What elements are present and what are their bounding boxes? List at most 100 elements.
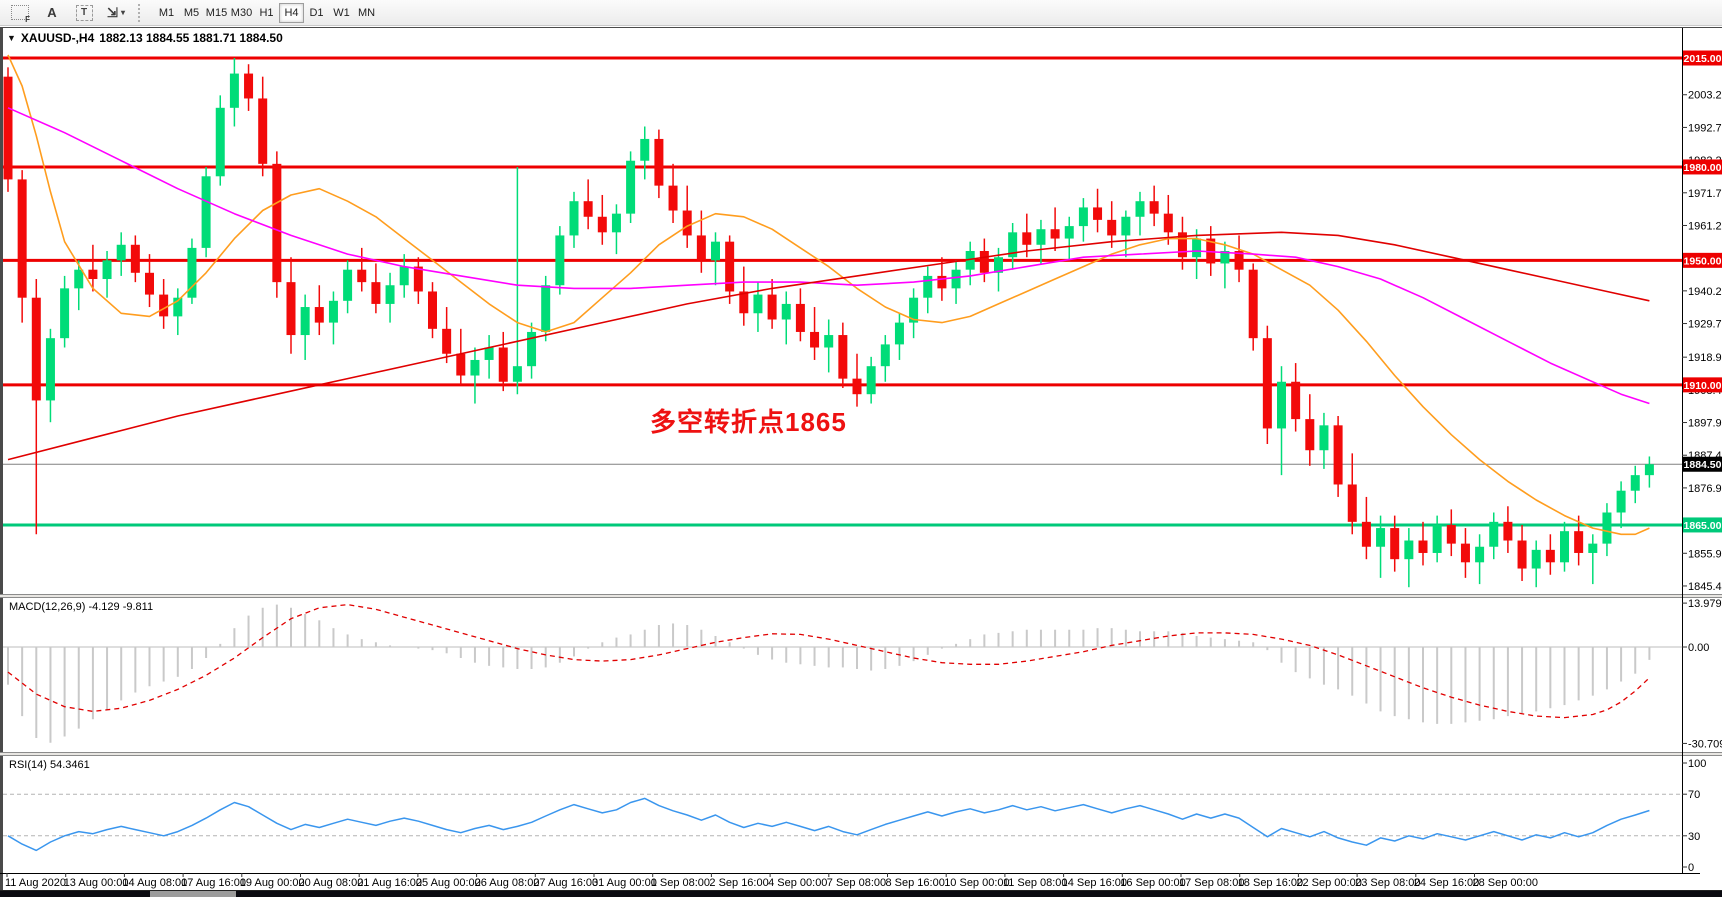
- time-tick-label: 22 Sep 00:00: [1296, 877, 1361, 889]
- candle-body: [1531, 549, 1541, 569]
- candle-body: [626, 160, 636, 214]
- rsi-tick-label: 0: [1688, 862, 1694, 874]
- candle-body: [258, 98, 268, 164]
- candle-body: [711, 241, 720, 261]
- price-badge-label: 1865.00: [1684, 520, 1722, 532]
- ohlc-values: 1882.13 1884.55 1881.71 1884.50: [99, 31, 283, 45]
- candle-body: [781, 303, 791, 320]
- candle-body: [1277, 381, 1286, 429]
- price-tick-label: 1929.70: [1688, 319, 1722, 331]
- candle-body: [569, 201, 579, 236]
- candle-body: [611, 213, 621, 233]
- price-tick-label: 1971.70: [1688, 188, 1722, 200]
- price-tick-label: 1961.20: [1688, 220, 1722, 232]
- candle-body: [498, 347, 508, 382]
- panel-separator[interactable]: [0, 752, 1722, 756]
- candle-body: [682, 210, 692, 236]
- candle-body: [244, 73, 254, 99]
- candle-body: [470, 359, 480, 376]
- price-tick-label: 1897.90: [1688, 418, 1722, 430]
- price-badge: [1683, 377, 1722, 393]
- candle-body: [1220, 251, 1230, 264]
- chevron-down-icon[interactable]: ▾: [120, 8, 125, 17]
- symbol-period-label: XAUUSD-,H4: [20, 31, 95, 45]
- candle-body: [343, 269, 353, 301]
- candle-body: [272, 163, 282, 283]
- candle-body: [1644, 464, 1654, 476]
- candle-body: [1574, 531, 1584, 553]
- timeframe-button-M30[interactable]: M30: [230, 6, 253, 19]
- candle-body: [1291, 381, 1301, 420]
- candle-body: [852, 378, 862, 395]
- price-tick-label: 1918.90: [1688, 352, 1722, 364]
- candle-body: [1008, 232, 1018, 258]
- candle-body: [1064, 226, 1074, 239]
- price-badge: [1683, 456, 1722, 472]
- text-label-icon: T: [75, 4, 93, 21]
- text-label-tool[interactable]: T: [71, 3, 97, 23]
- time-tick-label: 13 Aug 00:00: [64, 877, 129, 889]
- candle-body: [102, 260, 112, 280]
- macd-tick-label: 0.00: [1688, 642, 1709, 654]
- timeframe-button-H1[interactable]: H1: [259, 6, 274, 19]
- timeframe-button-W1[interactable]: W1: [333, 6, 350, 19]
- time-tick-label: 24 Sep 16:00: [1414, 877, 1479, 889]
- candle-body: [1545, 549, 1555, 563]
- candle-body: [880, 344, 890, 367]
- candle-body: [456, 353, 466, 376]
- candle-body: [1489, 521, 1499, 547]
- candle-body: [1036, 229, 1046, 245]
- candle-body: [1050, 229, 1060, 239]
- candle-body: [1177, 232, 1187, 258]
- timeframe-button-M1[interactable]: M1: [158, 6, 175, 19]
- candle-body: [1432, 524, 1442, 553]
- candle-body: [937, 275, 947, 289]
- timeframe-button-M5[interactable]: M5: [183, 6, 200, 19]
- toolbar-grip[interactable]: [138, 3, 144, 22]
- time-tick-label: 17 Sep 08:00: [1179, 877, 1244, 889]
- time-tick-label: 28 Sep 00:00: [1473, 877, 1538, 889]
- text-tool[interactable]: A: [39, 3, 65, 23]
- candle-body: [385, 285, 395, 304]
- rsi-indicator-label: RSI(14) 54.3461: [9, 759, 90, 771]
- fibonacci-tool[interactable]: F: [7, 3, 33, 24]
- arrows-tool[interactable]: ⇲ ▾: [103, 3, 129, 23]
- drawing-tools-group: F A T ⇲ ▾: [4, 3, 132, 24]
- time-tick-label: 14 Aug 08:00: [122, 877, 187, 889]
- timeframe-button-MN[interactable]: MN: [357, 6, 376, 19]
- symbol-dropdown-icon[interactable]: ▼: [7, 33, 16, 43]
- candle-body: [1418, 540, 1428, 553]
- candle-body: [555, 235, 565, 286]
- candle-body: [159, 294, 169, 317]
- time-tick-label: 10 Sep 00:00: [944, 877, 1009, 889]
- price-badge-label: 2015.00: [1684, 53, 1722, 65]
- arrows-icon: ⇲: [107, 4, 118, 20]
- price-tick-label: 2003.20: [1688, 90, 1722, 102]
- timeframe-button-M15[interactable]: M15: [205, 6, 228, 19]
- candle-body: [866, 366, 876, 395]
- timeframe-button-H4[interactable]: H4: [279, 2, 304, 23]
- candle-body: [1107, 219, 1117, 236]
- candle-body: [17, 179, 27, 298]
- price-tick-label: 1855.90: [1688, 548, 1722, 560]
- macd-signal-line: [7, 603, 1650, 719]
- timeframe-button-D1[interactable]: D1: [309, 6, 324, 19]
- price-tick-label: 1845.40: [1688, 581, 1722, 593]
- candle-body: [286, 282, 296, 336]
- candle-body: [894, 322, 904, 345]
- candle-body: [1121, 216, 1131, 236]
- time-tick-label: 16 Sep 00:00: [1120, 877, 1185, 889]
- candle-body: [583, 201, 593, 217]
- time-tick-label: 18 Sep 16:00: [1238, 877, 1303, 889]
- candle-body: [130, 244, 140, 273]
- candle-body: [810, 331, 820, 348]
- candle-body: [1475, 546, 1485, 563]
- time-tick-label: 2 Sep 16:00: [709, 877, 768, 889]
- price-tick-label: 1940.20: [1688, 286, 1722, 298]
- candle-body: [923, 275, 933, 298]
- panel-separator[interactable]: [0, 594, 1722, 598]
- candle-body: [413, 266, 423, 292]
- candle-body: [371, 282, 381, 304]
- candle-body: [795, 303, 805, 332]
